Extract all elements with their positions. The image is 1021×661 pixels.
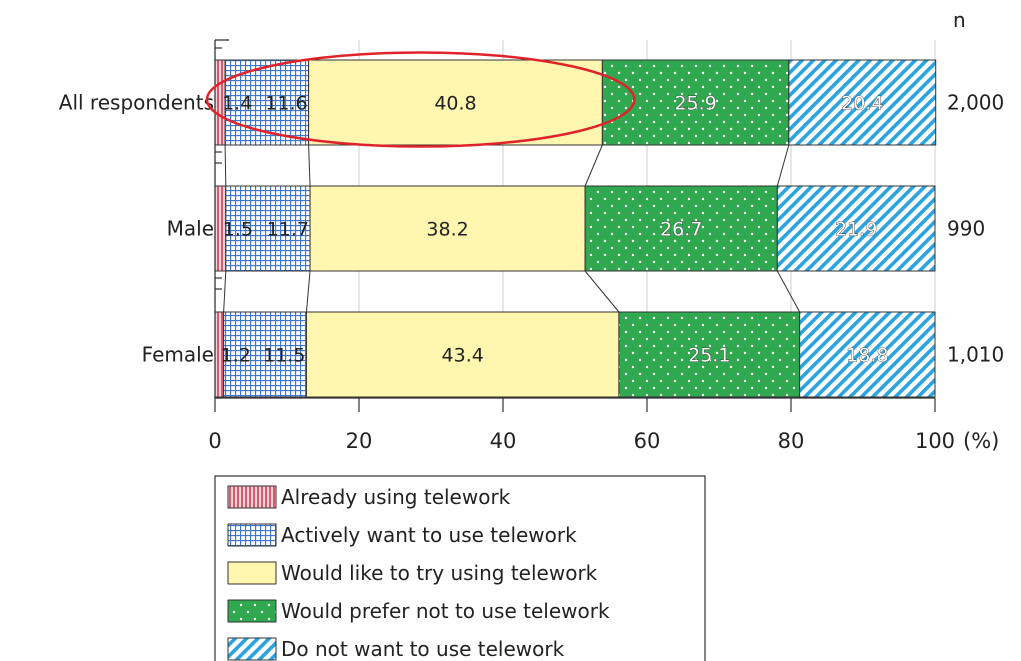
category-label: All respondents <box>59 91 214 115</box>
axis-layer: 0 20 40 60 80 100 (%) <box>208 39 999 453</box>
legend-swatch <box>227 599 277 623</box>
connectors-layer <box>223 144 801 313</box>
category-label: Female <box>142 343 214 367</box>
data-label: 25.1 <box>688 345 730 367</box>
connector-line <box>776 270 801 313</box>
legend-swatch <box>227 561 277 585</box>
connector-line <box>584 270 620 313</box>
data-label: 11.6 <box>265 93 307 115</box>
x-tick-label: 60 <box>634 429 661 453</box>
x-tick-label: 0 <box>208 429 221 453</box>
data-label: 20.4 <box>841 93 883 115</box>
x-tick-label: 40 <box>490 429 517 453</box>
data-label: 38.2 <box>426 219 468 241</box>
legend-label: Would prefer not to use telework <box>281 599 610 623</box>
x-unit-label: (%) <box>963 429 999 453</box>
connector-line <box>223 270 227 313</box>
legend-swatch <box>227 523 277 547</box>
category-label: Male <box>167 217 214 241</box>
x-tick-label: 20 <box>346 429 373 453</box>
data-label: 40.8 <box>434 93 476 115</box>
bar-segment <box>225 185 311 272</box>
bar-segment <box>309 185 586 272</box>
data-label: 26.7 <box>660 219 702 241</box>
connector-line <box>584 144 603 187</box>
bar-segment <box>799 311 936 398</box>
n-value: 990 <box>947 217 985 241</box>
data-label: 11.5 <box>263 345 305 367</box>
legend-box <box>214 475 706 661</box>
labels-layer: 1.4 11.6 40.8 25.9 20.4 All respondents 2,000 1… <box>59 8 1004 367</box>
data-label: 18.8 <box>846 345 888 367</box>
data-label: 1.5 <box>223 219 253 241</box>
bar-segment <box>305 311 620 398</box>
bar-segment <box>618 311 801 398</box>
bar-segment <box>776 185 936 272</box>
highlight-ellipse <box>205 51 636 148</box>
legend-label: Would like to try using telework <box>281 561 598 585</box>
legend-label: Do not want to use telework <box>281 637 565 661</box>
connector-line <box>776 144 790 187</box>
legend-label: Actively want to use telework <box>281 523 577 547</box>
x-tick-label: 80 <box>778 429 805 453</box>
legend-swatch <box>227 637 277 661</box>
n-header: n <box>953 8 966 32</box>
n-value: 1,010 <box>947 343 1004 367</box>
n-value: 2,000 <box>947 91 1004 115</box>
legend: Already using telework Actively want to u… <box>214 475 706 661</box>
legend-swatch <box>227 485 277 509</box>
connector-line <box>305 270 311 313</box>
data-label: 1.2 <box>221 345 251 367</box>
data-label: 1.4 <box>222 93 252 115</box>
connector-line <box>224 144 227 187</box>
x-tick-label: 100 <box>915 429 955 453</box>
bars-layer <box>214 59 937 398</box>
bar-segment <box>223 311 307 398</box>
data-label: 21.9 <box>835 219 877 241</box>
data-label: 25.9 <box>674 93 716 115</box>
bar-segment <box>308 59 603 146</box>
data-label: 11.7 <box>267 219 309 241</box>
data-label: 43.4 <box>442 345 484 367</box>
connector-line <box>308 144 311 187</box>
bar-segment <box>788 59 937 146</box>
highlight-layer <box>205 51 636 148</box>
legend-label: Already using telework <box>281 485 511 509</box>
